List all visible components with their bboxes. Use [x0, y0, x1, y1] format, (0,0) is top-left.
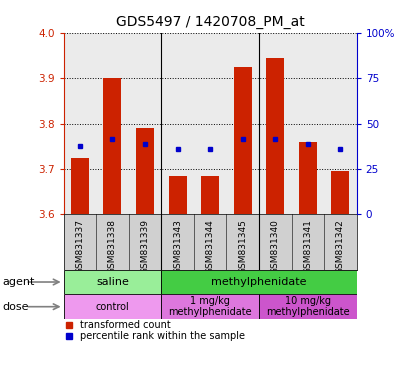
Bar [233, 67, 251, 215]
Bar [298, 142, 316, 215]
Bar [136, 128, 153, 215]
Text: GSM831339: GSM831339 [140, 219, 149, 274]
Bar [71, 158, 89, 215]
Text: GSM831345: GSM831345 [238, 219, 247, 274]
Bar [161, 270, 356, 295]
Bar [168, 176, 186, 215]
Text: percentile rank within the sample: percentile rank within the sample [79, 331, 244, 341]
Text: saline: saline [96, 277, 128, 287]
Bar [63, 295, 161, 319]
Text: 10 mg/kg
methylphenidate: 10 mg/kg methylphenidate [265, 296, 349, 318]
Text: GSM831341: GSM831341 [303, 219, 312, 274]
Text: agent: agent [2, 277, 34, 287]
Bar [161, 295, 258, 319]
Bar [63, 270, 161, 295]
Text: 1 mg/kg
methylphenidate: 1 mg/kg methylphenidate [168, 296, 251, 318]
Text: GSM831343: GSM831343 [173, 219, 182, 274]
Text: GSM831337: GSM831337 [75, 219, 84, 274]
Bar [103, 78, 121, 215]
Text: GSM831344: GSM831344 [205, 219, 214, 274]
Bar [201, 176, 218, 215]
Bar [258, 295, 356, 319]
Text: methylphenidate: methylphenidate [211, 277, 306, 287]
Text: dose: dose [2, 302, 29, 312]
Text: GSM831342: GSM831342 [335, 219, 344, 274]
Text: control: control [95, 302, 129, 312]
Text: transformed count: transformed count [79, 320, 170, 330]
Bar [266, 58, 283, 215]
Text: GSM831340: GSM831340 [270, 219, 279, 274]
Title: GDS5497 / 1420708_PM_at: GDS5497 / 1420708_PM_at [115, 15, 304, 29]
Bar [330, 171, 348, 215]
Text: GSM831338: GSM831338 [108, 219, 117, 274]
